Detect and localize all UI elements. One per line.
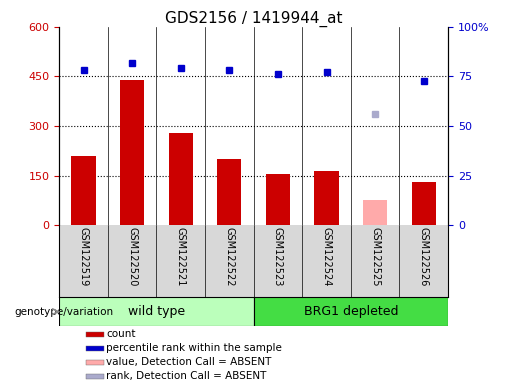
Bar [87, 374, 104, 379]
Bar [87, 346, 104, 351]
Bar [72, 156, 96, 225]
Bar [253, 297, 448, 326]
Bar [87, 332, 104, 337]
Text: wild type: wild type [128, 305, 185, 318]
Text: GSM122526: GSM122526 [419, 227, 429, 287]
Text: percentile rank within the sample: percentile rank within the sample [106, 343, 282, 353]
Text: count: count [106, 329, 135, 339]
Bar [120, 80, 144, 225]
Bar [217, 159, 242, 225]
Text: GSM122521: GSM122521 [176, 227, 186, 287]
Bar [314, 170, 339, 225]
Text: GSM122522: GSM122522 [225, 227, 234, 287]
Text: GSM122520: GSM122520 [127, 227, 137, 287]
Text: GSM122525: GSM122525 [370, 227, 380, 287]
Bar [168, 132, 193, 225]
Bar [59, 297, 253, 326]
Text: value, Detection Call = ABSENT: value, Detection Call = ABSENT [106, 358, 271, 367]
Title: GDS2156 / 1419944_at: GDS2156 / 1419944_at [165, 11, 342, 27]
Bar [87, 360, 104, 365]
Text: GSM122519: GSM122519 [78, 227, 89, 286]
Text: BRG1 depleted: BRG1 depleted [304, 305, 398, 318]
Bar [266, 174, 290, 225]
Text: genotype/variation: genotype/variation [14, 307, 114, 317]
Text: rank, Detection Call = ABSENT: rank, Detection Call = ABSENT [106, 371, 266, 381]
Bar [363, 200, 387, 225]
Text: GSM122524: GSM122524 [321, 227, 332, 287]
Text: GSM122523: GSM122523 [273, 227, 283, 287]
Bar [411, 182, 436, 225]
